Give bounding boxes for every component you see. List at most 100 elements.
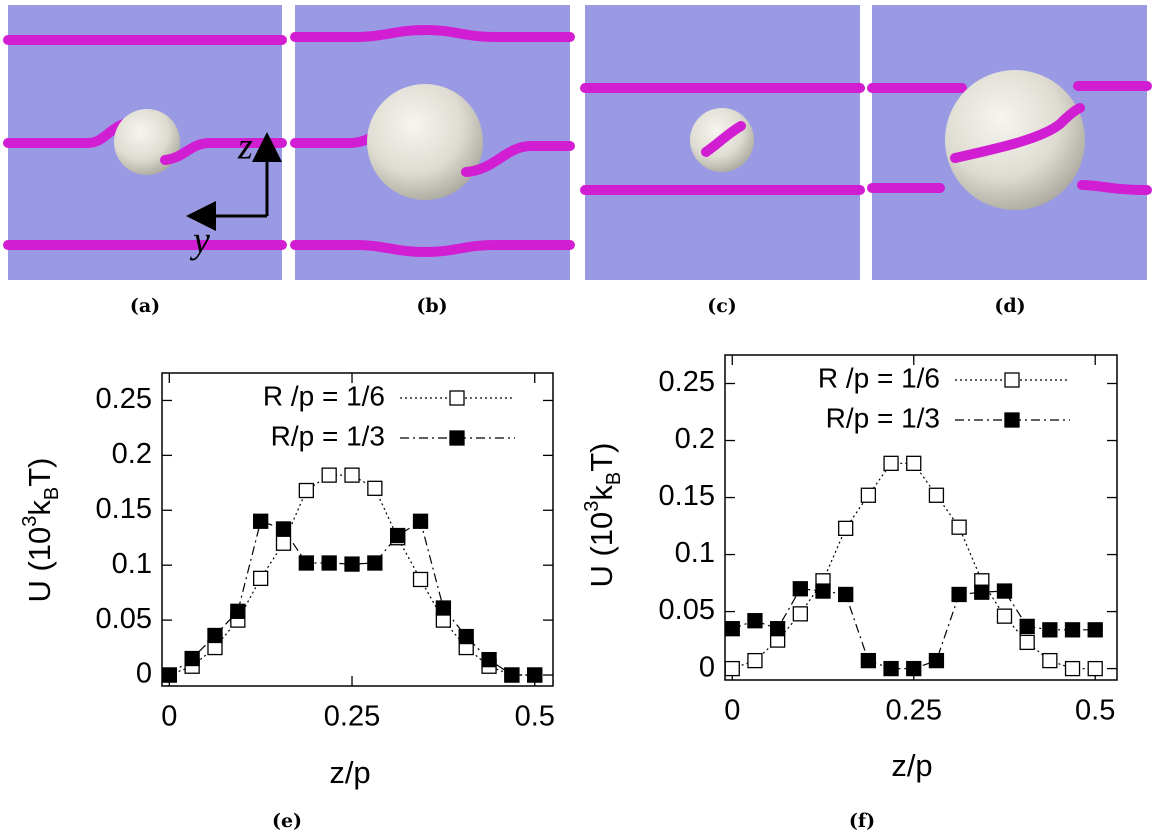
series-line — [169, 475, 534, 675]
y-axis-label-part: B — [603, 472, 625, 485]
data-marker — [1066, 623, 1080, 637]
y-tick-label: 0 — [136, 658, 152, 690]
data-marker — [1088, 662, 1102, 676]
data-marker — [975, 585, 989, 599]
y-axis-label-part: U (10 — [584, 512, 619, 588]
data-marker — [299, 484, 313, 498]
data-marker — [185, 652, 199, 666]
x-axis-label: z/p — [891, 748, 932, 783]
data-marker — [254, 571, 268, 585]
data-marker — [861, 488, 875, 502]
legend-marker — [1005, 413, 1019, 427]
data-marker — [254, 514, 268, 528]
data-marker — [299, 556, 313, 570]
y-tick-label: 0.05 — [659, 594, 715, 626]
y-axis-label-part: k — [584, 485, 619, 501]
y-axis-label-part: T) — [584, 442, 619, 471]
sphere — [367, 84, 483, 200]
series-line — [169, 521, 534, 675]
data-marker — [162, 668, 176, 682]
data-marker — [725, 662, 739, 676]
panel-b — [295, 5, 570, 280]
legend-marker — [450, 431, 464, 445]
chart-caption: (f) — [849, 810, 875, 832]
data-marker — [907, 662, 921, 676]
data-marker — [1043, 623, 1057, 637]
data-marker — [322, 556, 336, 570]
y-tick-label: 0.15 — [659, 480, 715, 512]
data-marker — [277, 522, 291, 536]
x-tick-label: 0.5 — [515, 701, 555, 733]
y-axis-label-part: T) — [22, 457, 57, 486]
x-axis-label: z/p — [329, 755, 370, 790]
data-marker — [884, 456, 898, 470]
data-marker — [839, 521, 853, 535]
data-marker — [345, 557, 359, 571]
data-marker — [391, 529, 405, 543]
data-marker — [528, 668, 542, 682]
data-marker — [1020, 619, 1034, 633]
data-marker — [231, 604, 245, 618]
data-marker — [997, 609, 1011, 623]
panel-caption: (c) — [707, 295, 737, 317]
data-marker — [839, 587, 853, 601]
tube — [1082, 185, 1147, 190]
chart-caption: (e) — [272, 810, 302, 832]
y-axis-label-part: 3 — [581, 501, 603, 512]
figure: z y (a) (b) (c) (d) 0 0.05 0.1 0.15 0.2 0.25 0… — [0, 0, 1154, 839]
y-tick-label: 0.1 — [112, 548, 152, 580]
data-marker — [816, 584, 830, 598]
data-marker — [1066, 662, 1080, 676]
page: z y (a) (b) (c) (d) 0 0.05 0.1 0.15 0.2 0.25 0… — [0, 0, 1154, 839]
axis-label: z — [237, 126, 253, 168]
y-axis-label-part: B — [41, 487, 63, 500]
y-tick-label: 0.2 — [112, 438, 152, 470]
data-marker — [929, 488, 943, 502]
x-tick-label: 0.25 — [324, 701, 380, 733]
y-tick-label: 0.05 — [96, 603, 152, 635]
y-axis-label: U (103kBT) — [19, 457, 63, 602]
data-marker — [208, 628, 222, 642]
x-tick-label: 0.5 — [1075, 695, 1115, 727]
panel-c — [585, 5, 860, 280]
data-marker — [748, 654, 762, 668]
data-marker — [322, 468, 336, 482]
x-tick-label: 0 — [724, 695, 740, 727]
data-marker — [952, 587, 966, 601]
data-marker — [861, 654, 875, 668]
legend-label: R/p = 1/3 — [826, 402, 940, 433]
legend-label: R /p = 1/6 — [818, 362, 940, 393]
x-tick-label: 0.25 — [886, 695, 942, 727]
data-marker — [414, 572, 428, 586]
y-axis-label-part: 3 — [19, 516, 41, 527]
panel-caption: (b) — [416, 295, 447, 317]
x-tick-label: 0 — [161, 701, 177, 733]
y-tick-label: 0 — [699, 651, 715, 683]
legend-marker — [1005, 373, 1019, 387]
data-marker — [793, 582, 807, 596]
data-marker — [952, 520, 966, 534]
data-marker — [1043, 654, 1057, 668]
data-marker — [459, 630, 473, 644]
panel-d — [872, 5, 1147, 280]
data-marker — [907, 456, 921, 470]
panel-caption: (a) — [130, 295, 160, 317]
data-marker — [793, 607, 807, 621]
data-marker — [748, 614, 762, 628]
data-marker — [277, 536, 291, 550]
data-marker — [1088, 623, 1102, 637]
y-tick-label: 0.25 — [96, 383, 152, 415]
data-marker — [368, 481, 382, 495]
legend-label: R/p = 1/3 — [271, 420, 385, 451]
legend-marker — [450, 391, 464, 405]
y-axis-label-part: U (10 — [22, 527, 57, 603]
data-marker — [725, 622, 739, 636]
series-line — [732, 589, 1095, 669]
axis-label: y — [189, 220, 210, 262]
data-marker — [414, 514, 428, 528]
y-tick-label: 0.15 — [96, 493, 152, 525]
panel-caption: (d) — [994, 295, 1025, 317]
data-marker — [436, 601, 450, 615]
data-marker — [505, 668, 519, 682]
sphere — [114, 109, 180, 175]
